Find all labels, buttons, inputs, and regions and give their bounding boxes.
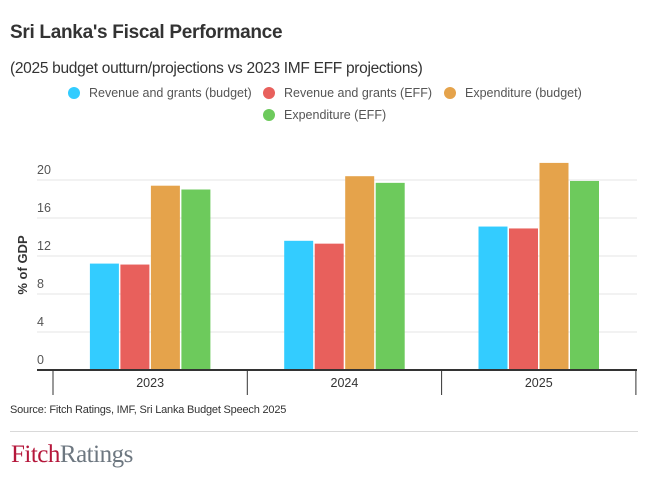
legend-label: Revenue and grants (budget)	[89, 86, 252, 100]
source-note: Source: Fitch Ratings, IMF, Sri Lanka Bu…	[10, 404, 287, 416]
bar-2025-expenditure-budget	[539, 162, 569, 370]
y-tick-label: 8	[37, 277, 44, 291]
bar-2023-expenditure-budget	[150, 185, 180, 370]
bar-2024-revenue-and-grants-eff	[314, 243, 344, 370]
footer-divider	[10, 431, 638, 432]
legend-dot-icon	[263, 109, 275, 121]
legend-label: Expenditure (budget)	[465, 86, 582, 100]
y-tick-label: 4	[37, 315, 44, 329]
legend-item-expenditure-eff[interactable]: Expenditure (EFF)	[263, 108, 386, 122]
legend-item-revenue-budget[interactable]: Revenue and grants (budget)	[68, 86, 252, 100]
legend-label: Expenditure (EFF)	[284, 108, 387, 122]
legend-label: Revenue and grants (EFF)	[284, 86, 432, 100]
legend-dot-icon	[263, 87, 275, 99]
bar-2023-revenue-and-grants-eff	[120, 264, 150, 370]
bar-2025-expenditure-eff	[570, 180, 599, 370]
legend-dot-icon	[444, 87, 456, 99]
bar-2024-expenditure-budget	[345, 176, 375, 370]
bar-2025-revenue-and-grants-budget	[478, 226, 508, 370]
fitch-ratings-logo: FitchRatings	[11, 441, 133, 469]
logo-ratings: Ratings	[59, 441, 133, 468]
x-tick-label: 2024	[331, 376, 359, 390]
y-axis-ticks: 0 4 8 12 16 20	[37, 163, 51, 367]
bars	[89, 162, 599, 370]
chart-title: Sri Lanka's Fiscal Performance	[10, 22, 283, 43]
logo-fitch: Fitch	[11, 441, 60, 468]
bar-2023-revenue-and-grants-budget	[89, 263, 119, 370]
legend-item-revenue-eff[interactable]: Revenue and grants (EFF)	[263, 86, 432, 100]
y-tick-label: 0	[37, 353, 44, 367]
y-tick-label: 12	[37, 239, 51, 253]
bar-2025-revenue-and-grants-eff	[509, 228, 538, 370]
chart-subtitle: (2025 budget outturn/projections vs 2023…	[10, 60, 423, 77]
legend-item-expenditure-budget[interactable]: Expenditure (budget)	[444, 86, 582, 100]
bar-2024-revenue-and-grants-budget	[284, 240, 314, 370]
y-tick-label: 16	[37, 201, 51, 215]
bar-2024-expenditure-eff	[375, 182, 405, 370]
y-tick-label: 20	[37, 163, 51, 177]
y-axis-label: % of GDP	[15, 235, 30, 295]
x-axis: 2023 2024 2025	[37, 369, 637, 395]
x-tick-label: 2023	[136, 376, 164, 390]
legend-dot-icon	[68, 87, 80, 99]
x-tick-label: 2025	[525, 376, 553, 390]
bar-2023-expenditure-eff	[181, 189, 211, 370]
